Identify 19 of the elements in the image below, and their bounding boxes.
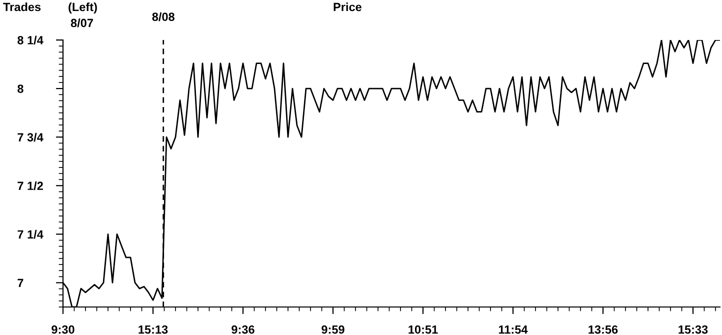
- x-tick-label: 15:33: [678, 325, 708, 334]
- text: Trades: [3, 2, 41, 12]
- text: 8/07: [70, 18, 93, 28]
- x-tick-label: 9:36: [232, 325, 254, 334]
- x-tick-label: 9:59: [322, 325, 344, 334]
- y-tick-label: 7 1/4: [18, 230, 44, 239]
- x-tick-label: 9:30: [52, 325, 74, 334]
- y-tick-label: 7 3/4: [18, 132, 44, 142]
- text: (Left): [68, 2, 97, 14]
- x-tick-label: 15:13: [138, 325, 168, 334]
- y-tick-label: 7: [18, 278, 24, 288]
- x-tick-label: 10:51: [408, 325, 438, 334]
- y-tick-label: 7 1/2: [18, 181, 43, 190]
- text: 8/08: [152, 12, 174, 22]
- y-tick-label: 8: [18, 84, 24, 93]
- text: Price: [334, 2, 362, 12]
- x-tick-label: 11:54: [498, 325, 528, 334]
- y-tick-label: 8 1/4: [18, 36, 44, 45]
- x-tick-label: 13:56: [588, 325, 618, 334]
